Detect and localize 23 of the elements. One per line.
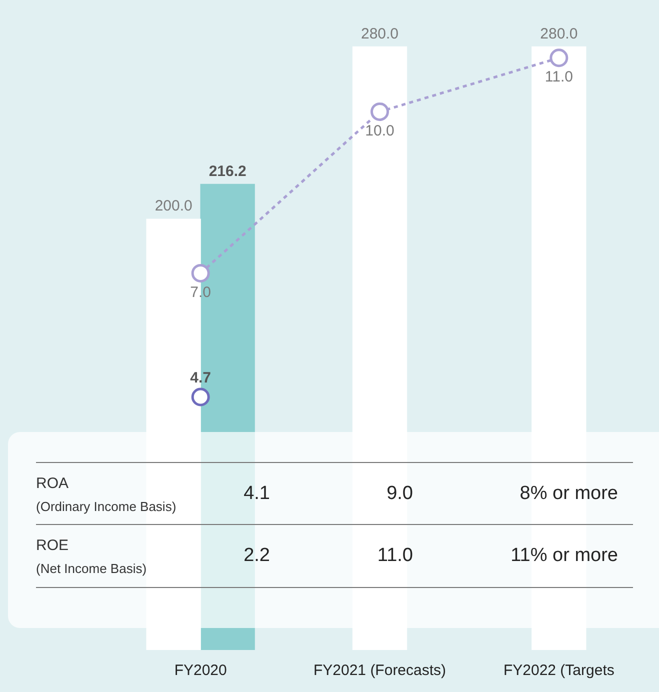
annotation: (Ordinary Income Basis)	[36, 499, 176, 514]
data-label: 200.0	[154, 198, 192, 215]
annotation: ROA	[36, 475, 69, 492]
point	[370, 102, 389, 121]
data-label: 216.2	[208, 162, 246, 180]
annotation: 2.2	[244, 545, 270, 567]
data-label: 10.0	[365, 122, 394, 140]
annotation: 8% or more	[520, 483, 618, 505]
point	[550, 48, 568, 68]
annotation: 9.0	[386, 483, 413, 505]
annotation: (Net Income Basis)	[36, 561, 147, 576]
annotation: ROE	[36, 537, 69, 554]
data-label: 11.0	[544, 68, 573, 86]
point	[191, 264, 210, 282]
point	[191, 388, 210, 406]
x-tick-label: FY2022 (Targets	[503, 662, 614, 680]
data-label: 280.0	[360, 25, 399, 42]
annotation: 11.0	[377, 545, 413, 567]
x-tick-label: FY2020	[174, 662, 227, 680]
annotation: 4.1	[244, 483, 270, 505]
annotation: 11% or more	[510, 545, 618, 567]
x-tick-label: FY2021 (Forecasts)	[313, 662, 446, 680]
data-label: 280.0	[540, 25, 578, 42]
